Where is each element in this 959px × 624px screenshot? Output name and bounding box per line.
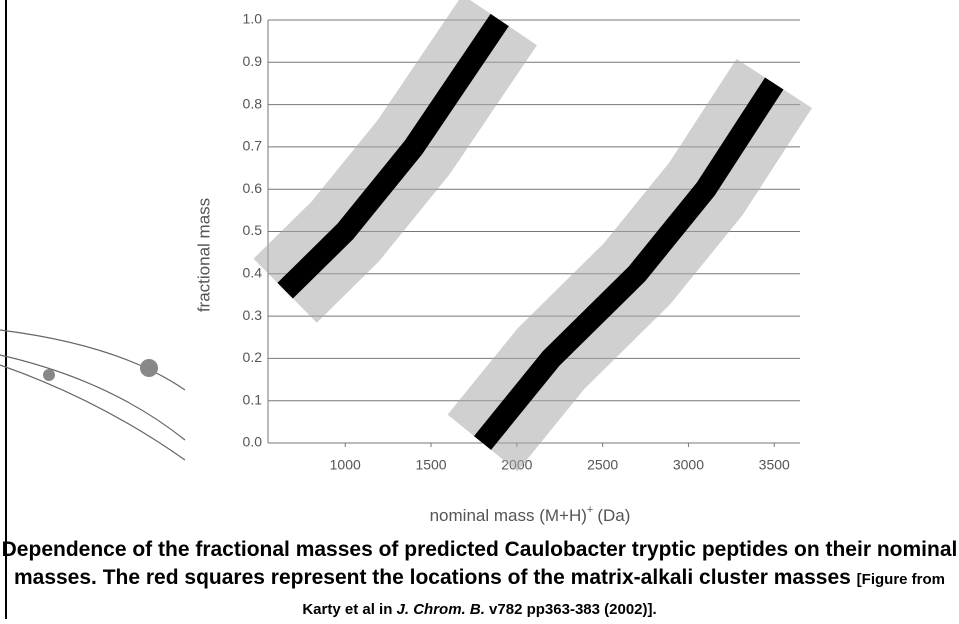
y-axis-label: fractional mass: [194, 198, 213, 312]
source-pre: [Figure from Karty et al in: [302, 571, 946, 618]
source-post: v782 pp363-383 (2002)].: [484, 601, 657, 618]
x-label-unit: (Da): [597, 506, 630, 525]
y-tick-label: 0.9: [243, 53, 263, 69]
x-label-sup: +: [587, 504, 593, 516]
x-label-text: nominal mass (M+H): [430, 506, 587, 525]
x-tick-label: 1500: [415, 457, 446, 473]
plot: 0.0 0.1 0.2 0.3 0.4 0.5 0.6 0.7 0.8 0.9 1.0 1000 150…: [243, 0, 813, 473]
caption: Dependence of the fractional masses of p…: [0, 536, 959, 624]
x-tick-label: 3500: [759, 457, 790, 473]
x-axis-label: nominal mass (M+H)+ (Da): [430, 504, 631, 526]
y-tick-label: 0.8: [243, 95, 263, 111]
source-journal: J. Chrom. B.: [396, 601, 485, 618]
decor-dot: [140, 359, 158, 377]
y-tick-label: 0.1: [243, 391, 263, 407]
x-tick-label: 2500: [587, 457, 618, 473]
band-core: [473, 77, 784, 450]
y-tick-label: 0.0: [243, 434, 263, 450]
decor-arc: [0, 364, 186, 461]
band-core: [277, 13, 509, 299]
y-tick-label: 0.6: [243, 180, 263, 196]
decor-arc: [0, 354, 186, 441]
decor-arc: [0, 329, 186, 391]
y-tick-label: 1.0: [243, 11, 263, 27]
y-tick-label: 0.5: [243, 222, 263, 238]
y-tick-label: 0.3: [243, 307, 263, 323]
decor-dot: [43, 369, 55, 381]
y-tick-label: 0.4: [243, 265, 263, 281]
y-tick-label: 0.2: [243, 349, 263, 365]
y-tick-label: 0.7: [243, 138, 263, 154]
x-tick-label: 3000: [673, 457, 704, 473]
caption-main: Dependence of the fractional masses of p…: [1, 538, 958, 589]
caption-source: [Figure from Karty et al in J. Chrom. B.…: [302, 571, 945, 618]
x-tick-label: 1000: [330, 457, 361, 473]
